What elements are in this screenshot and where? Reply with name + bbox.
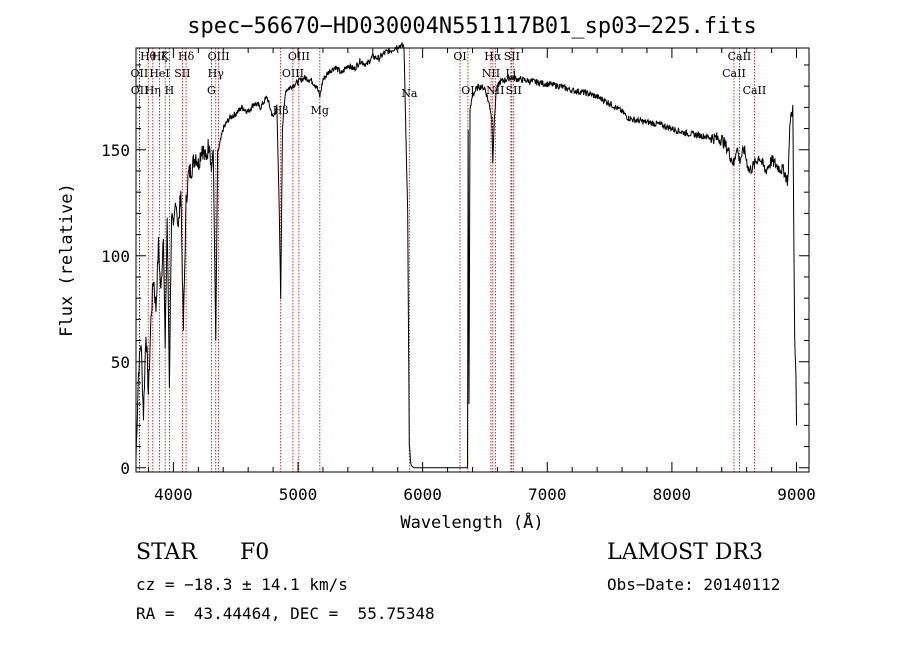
x-axis-label: Wavelength (Å) bbox=[400, 511, 543, 533]
spectral-line-label: SII bbox=[174, 67, 190, 80]
object-subclass: F0 bbox=[240, 540, 270, 565]
spectral-line-label: Hγ bbox=[208, 67, 225, 80]
spectral-line-label: OI bbox=[461, 84, 474, 97]
x-tick-label: 7000 bbox=[528, 485, 567, 504]
spectral-line-label: OIII bbox=[282, 67, 304, 80]
redshift-text: cz = −18.3 ± 14.1 km/s bbox=[136, 575, 348, 594]
spectral-line-label: OII bbox=[131, 84, 149, 97]
x-tick-label: 8000 bbox=[653, 485, 692, 504]
spectral-line-label: CaII bbox=[728, 50, 752, 63]
x-tick-label: 9000 bbox=[777, 485, 816, 504]
survey-name: LAMOST DR3 bbox=[607, 540, 763, 565]
spectral-line-label: G bbox=[207, 84, 216, 97]
spectral-line-label: Hζ bbox=[152, 50, 168, 63]
spectral-line-label: OIII bbox=[208, 50, 230, 63]
y-tick-label: 150 bbox=[101, 141, 130, 160]
spectral-line-label: Hη bbox=[145, 84, 161, 97]
spectral-line-label: SII bbox=[504, 50, 520, 63]
y-axis-ticks: 0 50 100 150 bbox=[101, 64, 809, 478]
spectral-line-label: SII bbox=[506, 84, 522, 97]
spectral-line-label: NII bbox=[486, 84, 504, 97]
spectral-line-label: OI bbox=[453, 50, 466, 63]
spectral-line-label: Mg bbox=[311, 104, 329, 117]
spectrum-series bbox=[135, 41, 798, 469]
spectrum-chart: spec−56670−HD030004N551117B01_sp03−225.f… bbox=[57, 14, 816, 533]
spectral-line-label: Na bbox=[401, 87, 418, 100]
object-type: STAR bbox=[136, 540, 197, 565]
y-tick-label: 100 bbox=[101, 247, 130, 266]
x-tick-label: 5000 bbox=[279, 485, 318, 504]
obs-date: Obs−Date: 20140112 bbox=[607, 575, 781, 594]
x-axis-ticks: 4000 5000 6000 7000 8000 9000 bbox=[147, 48, 816, 504]
spectral-line-label: CaII bbox=[743, 84, 767, 97]
spectral-line-label: NII bbox=[482, 67, 500, 80]
y-tick-label: 50 bbox=[111, 353, 130, 372]
chart-title: spec−56670−HD030004N551117B01_sp03−225.f… bbox=[187, 14, 757, 39]
spectral-line-label: Hβ bbox=[273, 104, 289, 117]
spectral-line-label: Li bbox=[505, 67, 516, 80]
spectral-line-label: CaII bbox=[722, 67, 746, 80]
spectral-line-label: HeI bbox=[149, 67, 169, 80]
spectral-line-label: Hθ bbox=[140, 50, 157, 63]
spectral-line-label: Hδ bbox=[178, 50, 195, 63]
spectrum-line bbox=[135, 41, 798, 469]
spectral-line-label: Hα bbox=[484, 50, 502, 63]
coordinates: RA = 43.44464, DEC = 55.75348 bbox=[136, 604, 435, 623]
spectral-line-label: OIII bbox=[288, 50, 310, 63]
spectral-line-label: H bbox=[165, 84, 175, 97]
y-tick-label: 0 bbox=[120, 459, 130, 478]
y-axis-label: Flux (relative) bbox=[57, 183, 77, 337]
x-tick-label: 4000 bbox=[154, 485, 193, 504]
x-tick-label: 6000 bbox=[403, 485, 442, 504]
spectral-line-label: K bbox=[161, 50, 170, 63]
